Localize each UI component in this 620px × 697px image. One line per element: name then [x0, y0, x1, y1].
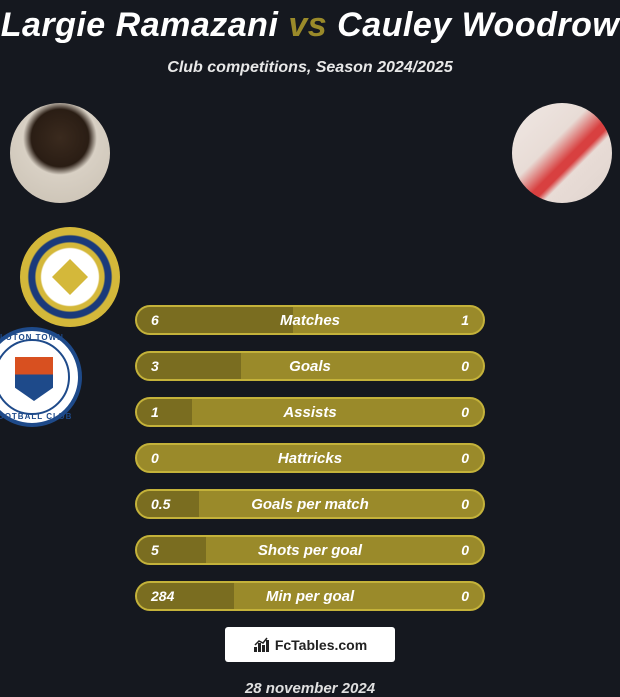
crest-text: LUTON TOWN	[0, 333, 78, 342]
player1-club-crest	[20, 227, 120, 327]
stat-value-left: 3	[137, 358, 197, 374]
stat-value-left: 5	[137, 542, 197, 558]
site-logo: FcTables.com	[225, 627, 395, 662]
stat-value-left: 0	[137, 450, 197, 466]
chart-icon	[253, 637, 271, 653]
stat-row: 0Hattricks0	[135, 443, 485, 473]
stat-value-right: 0	[423, 496, 483, 512]
stat-label: Assists	[197, 404, 423, 421]
stat-value-right: 0	[423, 542, 483, 558]
avatar-image	[512, 103, 612, 203]
stat-value-right: 0	[423, 404, 483, 420]
stat-row: 284Min per goal0	[135, 581, 485, 611]
comparison-title: Largie Ramazani vs Cauley Woodrow	[0, 0, 620, 45]
stat-row: 3Goals0	[135, 351, 485, 381]
player2-avatar	[512, 103, 612, 203]
stat-row: 6Matches1	[135, 305, 485, 335]
player1-avatar	[10, 103, 110, 203]
stat-row: 0.5Goals per match0	[135, 489, 485, 519]
player1-name: Largie Ramazani	[1, 6, 279, 44]
stat-row: 5Shots per goal0	[135, 535, 485, 565]
comparison-body: LUTON TOWN FOOTBALL CLUB 6Matches13Goals…	[0, 97, 620, 611]
stat-label: Goals per match	[197, 496, 423, 513]
stat-value-left: 284	[137, 588, 197, 604]
player2-club-crest: LUTON TOWN FOOTBALL CLUB	[0, 327, 82, 427]
stat-bars: 6Matches13Goals01Assists00Hattricks00.5G…	[135, 297, 485, 611]
crest-text: FOOTBALL CLUB	[0, 412, 78, 421]
stat-value-left: 6	[137, 312, 197, 328]
footer-date: 28 november 2024	[0, 680, 620, 697]
stat-value-left: 0.5	[137, 496, 197, 512]
subtitle: Club competitions, Season 2024/2025	[0, 59, 620, 77]
stat-value-right: 0	[423, 450, 483, 466]
avatar-image	[10, 103, 110, 203]
stat-label: Hattricks	[197, 450, 423, 467]
stat-value-right: 0	[423, 588, 483, 604]
stat-value-right: 1	[423, 312, 483, 328]
player2-name: Cauley Woodrow	[337, 6, 619, 44]
stat-label: Shots per goal	[197, 542, 423, 559]
stat-label: Min per goal	[197, 588, 423, 605]
stat-value-right: 0	[423, 358, 483, 374]
stat-label: Goals	[197, 358, 423, 375]
vs-text: vs	[288, 6, 327, 44]
stat-row: 1Assists0	[135, 397, 485, 427]
stat-label: Matches	[197, 312, 423, 329]
stat-value-left: 1	[137, 404, 197, 420]
logo-text: FcTables.com	[275, 637, 367, 653]
